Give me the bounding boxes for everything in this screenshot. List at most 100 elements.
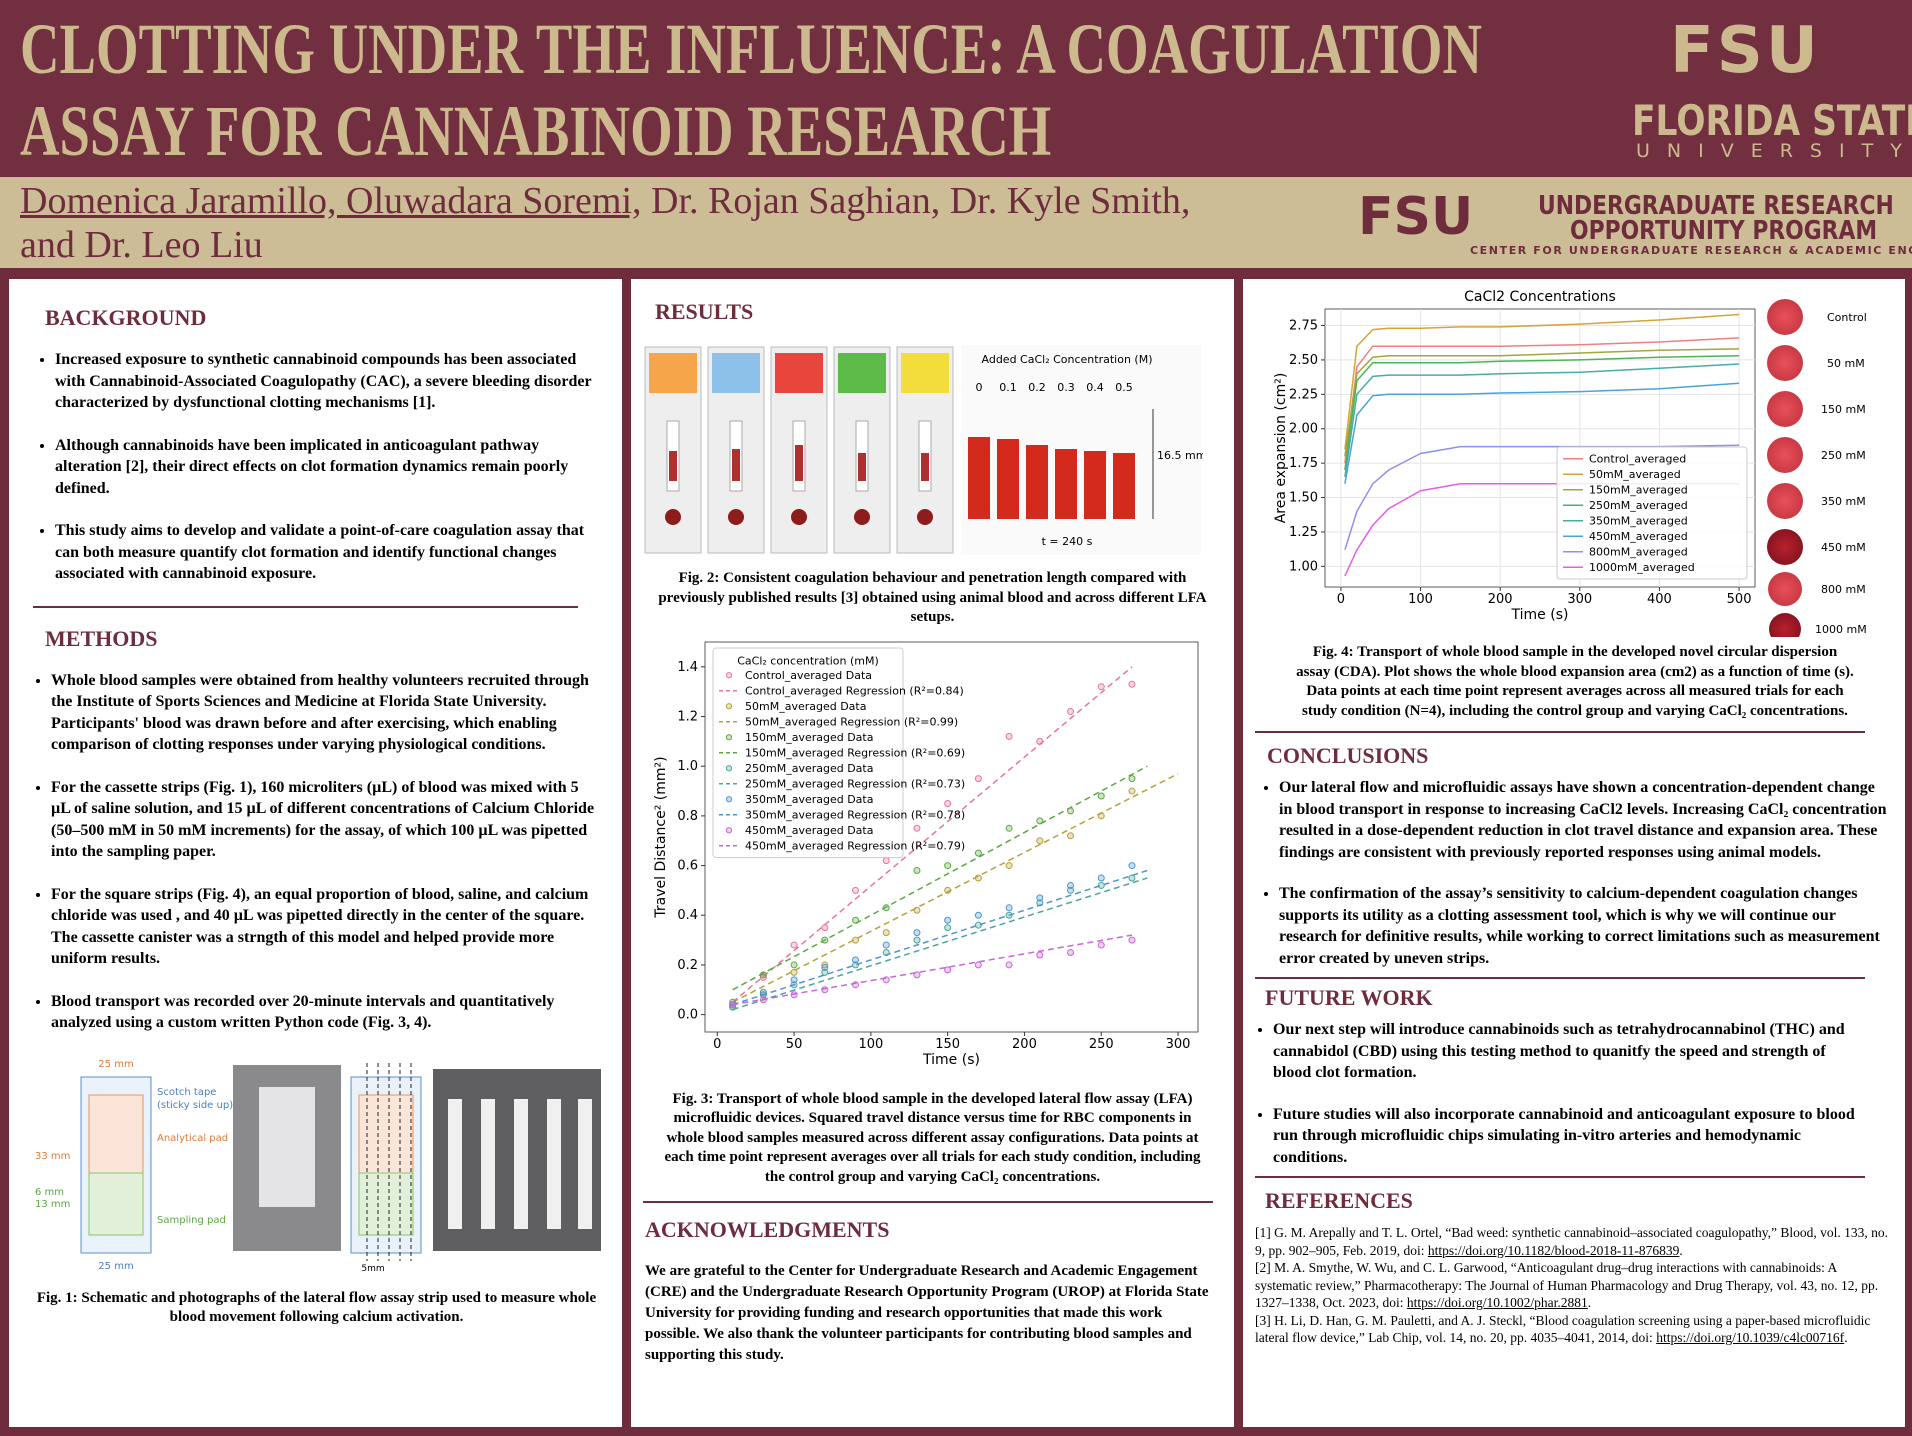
data-point xyxy=(1128,936,1136,944)
data-point xyxy=(1097,941,1105,949)
reference: [2] M. A. Smythe, W. Wu, and C. L. Garwo… xyxy=(1255,1259,1895,1312)
bullet: Our lateral flow and microfluidic assays… xyxy=(1279,777,1887,863)
reference-text: . xyxy=(1844,1330,1848,1345)
legend-box xyxy=(712,647,904,858)
fig2: Added CaCl₂ Concentration (M) 0 0.1 0.2 … xyxy=(644,345,1203,555)
y-tick-label: 2.75 xyxy=(1289,319,1318,334)
label: 350 mM xyxy=(1821,495,1866,508)
data-point xyxy=(913,824,921,832)
data-point xyxy=(882,856,890,864)
data-point xyxy=(852,916,860,924)
reference: [1] G. M. Arepally and T. L. Ortel, “Bad… xyxy=(1255,1224,1895,1259)
legend-label: 150mM_averaged Regression (R²=0.69) xyxy=(745,746,965,759)
bullet: Our next step will introduce cannabinoid… xyxy=(1273,1019,1865,1084)
y-tick-label: 0.4 xyxy=(677,908,698,923)
reference-text: [3] H. Li, D. Han, G. M. Pauletti, and A… xyxy=(1255,1312,1871,1346)
label: 50 mM xyxy=(1827,357,1865,370)
regression-line xyxy=(732,876,1148,1010)
x-tick-label: 200 xyxy=(1488,592,1513,607)
data-point xyxy=(913,936,921,944)
bullet: Future studies will also incorporate can… xyxy=(1273,1104,1865,1169)
fig3-chart: 0 50 100 150 200 250 300 0.0 0.2 0.4 0.6 0.8 1.0 1.2 1… xyxy=(653,641,1199,1068)
legend-marker xyxy=(725,733,733,740)
y-axis-label: Area expansion (cm²) xyxy=(1273,373,1289,524)
divider xyxy=(1255,1176,1865,1178)
bullet: The confirmation of the assay’s sensitiv… xyxy=(1279,883,1887,969)
label: 16.5 mm xyxy=(1157,449,1203,462)
legend-label: 350mM_averaged xyxy=(1589,515,1688,528)
label: 0.2 xyxy=(1028,381,1046,394)
spot-photos xyxy=(1767,299,1803,637)
reference-text: [2] M. A. Smythe, W. Wu, and C. L. Garwo… xyxy=(1255,1260,1879,1310)
fig4-chart: Control 50 mM 150 mM 250 mM 350 mM 450 m… xyxy=(1273,289,1867,637)
data-point xyxy=(1128,787,1136,795)
bullet: Although cannabinoids have been implicat… xyxy=(55,435,600,500)
label: 800 mM xyxy=(1821,583,1866,596)
reference-link[interactable]: https://doi.org/10.1182/blood-2018-11-87… xyxy=(1427,1242,1680,1258)
spot-labels: Control 50 mM 150 mM 250 mM 350 mM 450 m… xyxy=(1815,311,1867,636)
section-heading: RESULTS xyxy=(655,299,754,324)
label: 250 mM xyxy=(1821,449,1866,462)
caption: Fig. 2: Consistent coagulation behaviour… xyxy=(658,570,1207,625)
middle-panel: RESULTS Added CaCl₂ Concentration (M) 0 … xyxy=(631,279,1234,1427)
y-tick-label: 0.6 xyxy=(677,858,698,873)
y-tick-label: 1.50 xyxy=(1289,491,1318,506)
bullets: Increased exposure to synthetic cannabin… xyxy=(33,349,600,585)
data-point xyxy=(1005,732,1013,740)
x-tick-label: 100 xyxy=(858,1037,883,1052)
legend-label: 800mM_averaged xyxy=(1589,546,1688,559)
section-heading: CONCLUSIONS xyxy=(1267,743,1429,768)
bullets: Our lateral flow and microfluidic assays… xyxy=(1255,777,1887,969)
data-point xyxy=(944,923,952,931)
x-tick-label: 300 xyxy=(1567,592,1592,607)
legend-label: 150mM_averaged xyxy=(1589,484,1688,497)
cassettes xyxy=(644,346,954,554)
legend-title: CaCl₂ concentration (mM) xyxy=(737,654,879,667)
legend-marker xyxy=(725,671,733,678)
bullets: Our next step will introduce cannabinoid… xyxy=(1255,1019,1865,1168)
reference-link[interactable]: https://doi.org/10.1002/phar.2881 xyxy=(1406,1295,1588,1310)
label: 6 mm xyxy=(35,1187,64,1198)
legend-label: Control_averaged Regression (R²=0.84) xyxy=(745,684,964,697)
data-point xyxy=(852,960,860,968)
section-heading: ACKNOWLEDGMENTS xyxy=(645,1217,890,1242)
data-point xyxy=(1036,893,1044,901)
label: 1000 mM xyxy=(1815,623,1867,636)
x-tick-label: 300 xyxy=(1166,1037,1191,1052)
x-tick-label: 400 xyxy=(1647,592,1672,607)
reference-link[interactable]: https://doi.org/10.1039/c4lc00716f xyxy=(1656,1330,1845,1345)
data-point xyxy=(1097,881,1105,889)
data-point xyxy=(913,866,921,874)
logo-text: UNIVERSITY xyxy=(1636,140,1912,162)
legend-marker xyxy=(725,764,733,771)
sampling-pad xyxy=(358,1172,414,1235)
data-point xyxy=(944,965,952,973)
legend-label: 250mM_averaged xyxy=(1589,499,1688,512)
reference-list: [1] G. M. Arepally and T. L. Ortel, “Bad… xyxy=(1255,1224,1895,1347)
data-point xyxy=(1036,836,1044,844)
bullet: Blood transport was recorded over 20-min… xyxy=(51,991,600,1034)
label: Added CaCl₂ Concentration (M) xyxy=(982,353,1153,366)
x-tick-label: 500 xyxy=(1727,592,1752,607)
label: 25 mm xyxy=(98,1261,133,1272)
data-point xyxy=(821,963,829,971)
reference-text: . xyxy=(1587,1295,1592,1310)
author-band: Domenica Jaramillo, Oluwadara Soremi, Dr… xyxy=(0,177,1912,268)
data-point xyxy=(1005,824,1013,832)
data-point xyxy=(974,921,982,929)
bullet: Increased exposure to synthetic cannabin… xyxy=(55,349,600,414)
data-point xyxy=(974,774,982,782)
cut-lines xyxy=(366,1062,412,1261)
data-point xyxy=(821,968,829,976)
reference: [3] H. Li, D. Han, G. M. Pauletti, and A… xyxy=(1255,1312,1895,1347)
label: Sampling pad xyxy=(157,1215,226,1226)
label: 0 xyxy=(976,381,983,394)
photo-strips xyxy=(448,1098,592,1229)
legend-label: 150mM_averaged Data xyxy=(745,731,873,744)
label: 25 mm xyxy=(98,1059,133,1070)
label: 150 mM xyxy=(1821,403,1866,416)
data-point xyxy=(1128,873,1136,881)
label: t = 240 s xyxy=(1042,535,1093,548)
bullet: For the square strips (Fig. 4), an equal… xyxy=(51,884,600,970)
left-panel: BACKGROUND Increased exposure to synthet… xyxy=(9,279,622,1427)
